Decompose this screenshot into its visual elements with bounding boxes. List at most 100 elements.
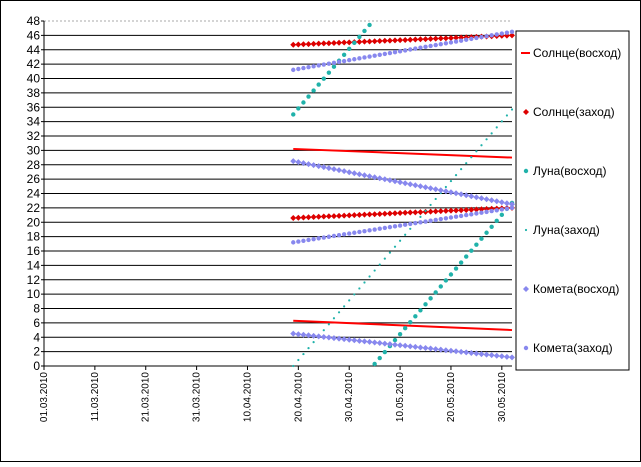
data-point (397, 342, 404, 349)
data-point (387, 224, 393, 230)
data-point (312, 341, 315, 344)
y-tick-label: 12 (27, 273, 41, 287)
x-tick-label: 31.03.2010 (192, 372, 203, 422)
data-point (296, 66, 301, 72)
data-point (448, 40, 454, 45)
data-point (428, 218, 433, 223)
data-point (291, 67, 296, 73)
legend-label: Луна(заход) (533, 223, 600, 237)
data-point (376, 210, 383, 217)
data-point (447, 34, 454, 41)
axes (41, 20, 512, 370)
series-6 (291, 29, 515, 245)
data-point (325, 334, 332, 341)
data-point (321, 76, 326, 81)
y-tick-label: 16 (27, 244, 41, 258)
data-point (427, 208, 434, 215)
data-point (495, 126, 498, 129)
data-point (402, 222, 408, 227)
data-point (510, 108, 514, 111)
data-point (409, 227, 412, 230)
data-point (447, 207, 454, 214)
data-point (448, 272, 454, 277)
data-point (500, 120, 503, 123)
data-point (408, 221, 413, 227)
data-point (301, 65, 306, 71)
data-point (341, 39, 348, 46)
data-point (489, 208, 494, 214)
data-point (367, 22, 372, 28)
data-point (388, 251, 392, 254)
data-point (330, 213, 337, 220)
data-point (290, 214, 297, 221)
data-point (437, 187, 444, 194)
data-point (432, 346, 439, 353)
y-tick-label: 18 (27, 230, 41, 244)
y-tick-label: 26 (27, 172, 41, 186)
data-point (417, 209, 424, 216)
data-point (336, 232, 342, 238)
data-point (337, 311, 341, 314)
data-point (373, 269, 376, 272)
data-point (509, 354, 515, 361)
data-point (503, 200, 510, 207)
data-point (330, 39, 337, 46)
data-point (523, 286, 529, 292)
data-point (377, 355, 382, 361)
data-point (356, 171, 363, 178)
data-point (428, 43, 433, 49)
data-point (509, 205, 515, 211)
data-point (320, 40, 327, 47)
data-point (366, 211, 373, 218)
data-point (371, 174, 378, 181)
legend: Солнце(восход) Солнце(заход) Луна(восход) Л… (515, 30, 630, 371)
data-point (437, 35, 444, 42)
data-point (464, 212, 469, 218)
data-point (381, 37, 388, 44)
data-point (377, 52, 382, 58)
data-point (332, 317, 336, 320)
data-point (494, 32, 499, 37)
data-point (343, 305, 346, 308)
y-tick-label: 14 (27, 258, 41, 272)
data-point (371, 211, 378, 218)
data-point (407, 209, 414, 216)
data-point (315, 163, 322, 170)
data-point (509, 32, 515, 39)
y-tick-label: 42 (27, 57, 41, 71)
data-point (361, 338, 368, 345)
data-point (413, 220, 418, 226)
data-point (408, 320, 413, 325)
y-tick-label: 32 (27, 129, 41, 143)
data-point (315, 213, 322, 220)
data-point (352, 57, 357, 62)
data-point (290, 330, 297, 337)
data-point (352, 40, 357, 46)
y-tick-label: 0 (33, 359, 40, 373)
data-point (296, 106, 301, 111)
data-point (382, 51, 388, 57)
data-point (453, 39, 459, 44)
data-point (418, 45, 423, 50)
data-point (444, 185, 447, 189)
x-tick-label: 20.05.2010 (446, 372, 457, 422)
y-tick-label: 4 (33, 330, 40, 344)
data-point (336, 335, 343, 342)
legend-entry: Комета(восход) (523, 282, 619, 296)
data-point (378, 263, 381, 266)
data-point (341, 52, 347, 57)
data-point (479, 34, 484, 40)
data-point (483, 351, 490, 358)
data-point (357, 229, 362, 235)
legend-box (515, 30, 630, 371)
data-point (311, 236, 316, 242)
data-point (382, 225, 388, 231)
data-point (494, 218, 499, 224)
data-point (331, 233, 337, 239)
data-point (402, 342, 409, 349)
data-point (292, 364, 295, 368)
data-point (480, 144, 483, 147)
y-tick-label: 28 (27, 158, 41, 172)
data-point (358, 287, 361, 290)
data-point (437, 208, 444, 215)
